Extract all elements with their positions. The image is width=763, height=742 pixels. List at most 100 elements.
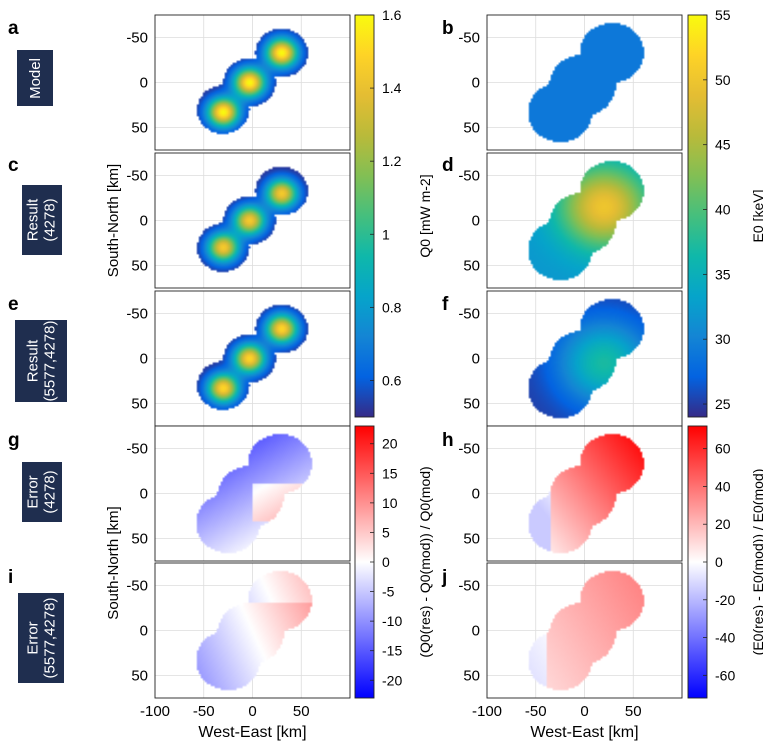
colorbar-tick-label: 0.6: [382, 372, 402, 388]
colorbar-1: 25 30 35 40 45 50 55 E0 [keV]: [687, 7, 763, 418]
colorbar-label: (Q0(res) - Q0(mod)) / Q0(mod): [417, 466, 433, 657]
panel-letter-h: h: [442, 430, 454, 451]
panel-f: -50 0 50: [458, 290, 683, 427]
colorbar-tick-label: 0: [715, 554, 723, 570]
y-tick-label: 0: [140, 486, 148, 503]
plot-frame: [154, 152, 351, 289]
heatmap-image-c: [155, 153, 350, 288]
panel-letter-a: a: [8, 18, 19, 39]
colorbar-tick-label: 1.2: [382, 153, 402, 169]
plot-frame: [486, 14, 683, 151]
colorbar-tick-label: 10: [382, 495, 398, 511]
row-label-box: Result (4278): [22, 185, 62, 255]
colorbar-tick-label: 20: [715, 516, 731, 532]
heatmap-image-b: [487, 15, 682, 150]
colorbar-label: Q0 [mW m-2]: [417, 174, 433, 257]
row-label-line: Result: [24, 339, 41, 383]
colorbar-strip: [354, 14, 375, 418]
y-tick-label: 0: [472, 75, 480, 92]
panel-b: -50 0 50: [458, 14, 683, 151]
row-label-line: Result: [25, 198, 43, 242]
colorbar-tick-label: 35: [715, 266, 731, 282]
plot-frame: [154, 562, 351, 699]
colorbar-tick-label: -5: [382, 584, 395, 600]
colorbar-tick-label: 55: [715, 7, 731, 23]
plot-frame: [486, 152, 683, 289]
colorbar-3: -60 -40 -20 0 20 40 60 (E0(res) - E0(mod)) / E0…: [687, 425, 763, 699]
y-tick-label: -50: [458, 306, 480, 323]
y-tick-label: 50: [131, 120, 148, 137]
colorbar-label: (E0(res) - E0(mod)) / E0(mod): [750, 469, 763, 656]
colorbar-tick-label: 45: [715, 137, 731, 153]
y-axis-title: South-North [km]: [105, 164, 122, 277]
colorbar-tick-label: 5: [382, 524, 390, 540]
plot-frame: [486, 562, 683, 699]
panel-c: -50 0 50: [126, 152, 351, 289]
y-tick-label: 0: [140, 351, 148, 368]
panel-letter-e: e: [8, 294, 19, 315]
panel-j: -50 0 50 -100 -50 0 50: [458, 562, 683, 720]
panel-i: -50 0 50 -100 -50 0 50: [126, 562, 351, 720]
row-label-box: Model: [17, 50, 53, 106]
y-tick-label: -50: [126, 441, 148, 458]
y-tick-label: 50: [131, 258, 148, 275]
colorbar-tick-label: 40: [715, 202, 731, 218]
colorbar-tick-label: -60: [715, 667, 735, 683]
panel-d: -50 0 50: [458, 152, 683, 289]
x-tick-label: 0: [580, 703, 588, 720]
y-tick-label: 50: [463, 120, 480, 137]
panel-h: -50 0 50: [458, 425, 683, 562]
heatmap-image-h: [487, 426, 682, 561]
plot-frame: [486, 425, 683, 562]
y-tick-label: 0: [472, 213, 480, 230]
y-tick-label: 50: [463, 531, 480, 548]
colorbar-tick-label: -15: [382, 643, 402, 659]
panel-letter-i: i: [8, 567, 14, 588]
colorbar-2: -20 -15 -10 -5 0 5 10 15 20 (Q0(res) - Q0(mod)) /…: [354, 425, 433, 699]
heatmap-image-i: [155, 563, 350, 698]
colorbar-tick-label: 0: [382, 554, 390, 570]
panel-g: -50 0 50: [126, 425, 351, 562]
row-label-line: Model: [26, 57, 44, 99]
colorbar-tick-label: -20: [715, 592, 735, 608]
panel-e: -50 0 50: [126, 290, 351, 427]
colorbar-tick-label: 1.6: [382, 7, 402, 23]
panel-letter-d: d: [442, 155, 454, 176]
row-label-box: Result (5577,4278): [15, 320, 67, 402]
colorbar-tick-label: 1.4: [382, 80, 402, 96]
colorbar-tick-label: 40: [715, 478, 731, 494]
panel-letter-f: f: [442, 294, 449, 315]
x-tick-label: 50: [625, 703, 642, 720]
y-tick-label: -50: [126, 30, 148, 47]
row-label-line: (4278): [42, 470, 60, 514]
panel-a: -50 0 50: [126, 14, 351, 151]
colorbar-tick-label: -10: [382, 613, 402, 629]
x-tick-label: -50: [525, 703, 547, 720]
plot-frame: [154, 14, 351, 151]
row-label-text: Model: [27, 58, 44, 99]
y-tick-label: -50: [458, 30, 480, 47]
colorbar-tick-label: 15: [382, 465, 398, 481]
row-label-text: Result (5577,4278): [24, 321, 58, 402]
plot-frame: [154, 425, 351, 562]
x-axis-title: West-East [km]: [530, 724, 638, 741]
heatmap-image-g: [155, 426, 350, 561]
y-tick-label: 0: [140, 75, 148, 92]
colorbar-tick-label: 20: [382, 436, 398, 452]
colorbar-0: 0.6 0.8 1 1.2 1.4 1.6 Q0 [mW m-2]: [354, 7, 433, 418]
y-axis-title: South-North [km]: [105, 506, 122, 619]
row-label-text: Error (5577,4278): [24, 598, 58, 679]
y-tick-label: -50: [458, 168, 480, 185]
x-tick-label: -50: [193, 703, 215, 720]
heatmap-image-f: [487, 291, 682, 426]
row-label-line: Error: [24, 621, 41, 655]
colorbar-tick-label: 0.8: [382, 299, 402, 315]
y-tick-label: 0: [472, 486, 480, 503]
row-label-line: (5577,4278): [41, 320, 58, 402]
panel-letter-g: g: [8, 430, 20, 451]
y-tick-label: 0: [140, 623, 148, 640]
colorbar-label: E0 [keV]: [750, 190, 763, 243]
y-tick-label: 50: [463, 396, 480, 413]
y-tick-label: 50: [131, 396, 148, 413]
